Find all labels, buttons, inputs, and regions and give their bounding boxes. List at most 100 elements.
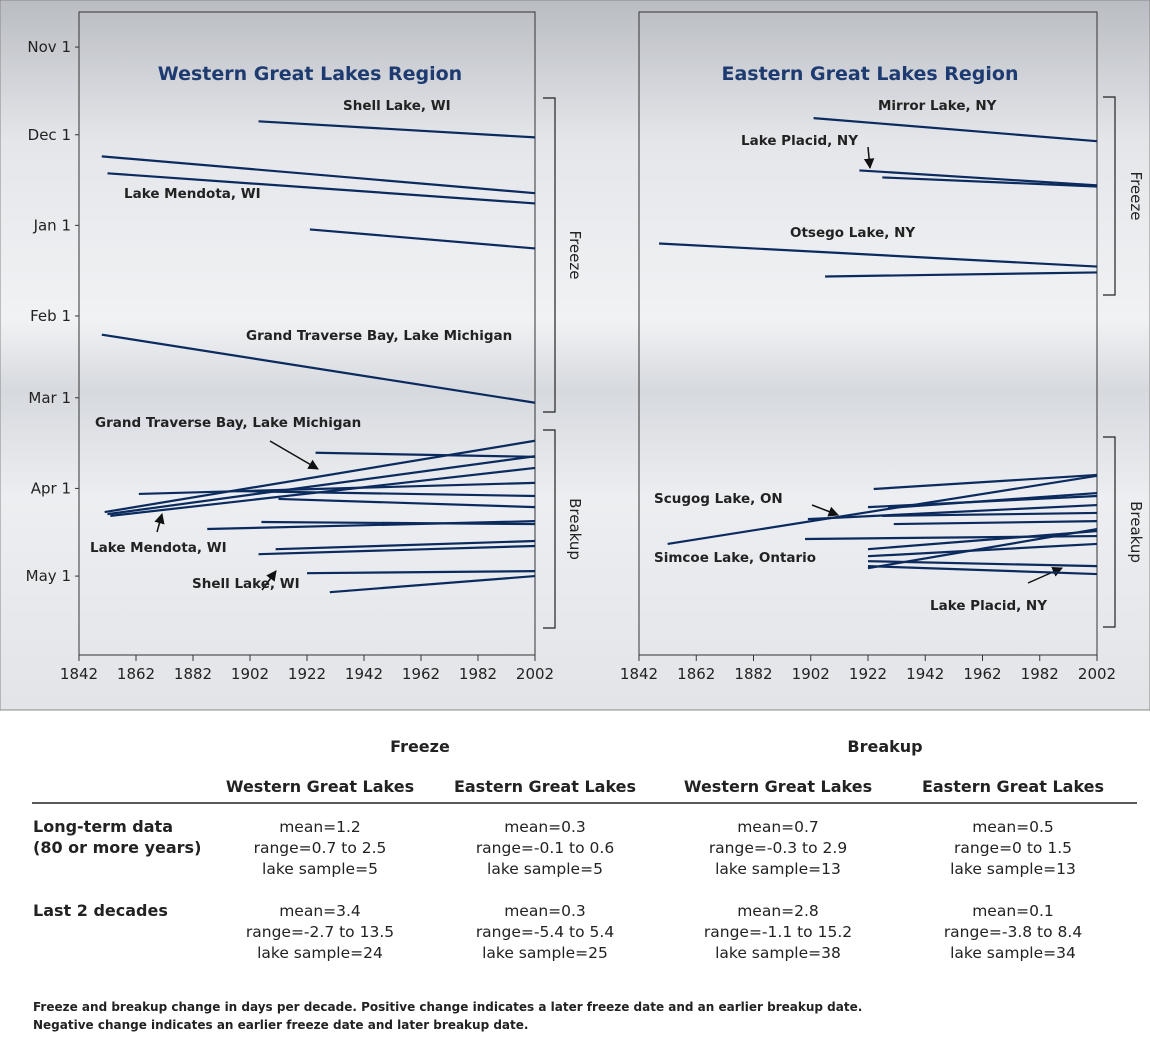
- bracket: [1103, 96, 1116, 296]
- x-tick-label: 1862: [117, 665, 155, 683]
- brackets: [543, 96, 1116, 629]
- x-tick-label: 1842: [620, 665, 658, 683]
- annotation: Grand Traverse Bay, Lake Michigan: [95, 415, 361, 431]
- trend-line: [882, 176, 1098, 188]
- trend-line: [813, 116, 1098, 143]
- table-cell: mean=0.3: [504, 818, 586, 836]
- table-cell: mean=0.1: [972, 902, 1054, 920]
- bracket: [543, 97, 556, 413]
- trend-line: [235, 489, 536, 498]
- x-tick-label: 2002: [1078, 665, 1116, 683]
- trend-line: [306, 570, 536, 575]
- x-tick-label: 1962: [402, 665, 440, 683]
- table-cell: range=-0.3 to 2.9: [709, 839, 847, 857]
- x-tick-label: 1942: [906, 665, 944, 683]
- trend-line: [107, 172, 536, 205]
- table-cell: lake sample=5: [487, 860, 603, 878]
- trend-line: [258, 120, 536, 139]
- y-tick-label: Apr 1: [31, 479, 71, 497]
- row-label: Last 2 decades: [33, 901, 168, 920]
- x-tick-label: 2002: [516, 665, 554, 683]
- arrow: [1027, 567, 1063, 584]
- table-cell: mean=1.2: [279, 818, 361, 836]
- y-tick-label: May 1: [26, 567, 71, 585]
- trend-line: [867, 529, 1098, 551]
- footnote: Freeze and breakup change in days per de…: [33, 1000, 862, 1014]
- annotation: Scugog Lake, ON: [654, 491, 783, 507]
- table-cell: lake sample=38: [715, 944, 841, 962]
- row-label: (80 or more years): [33, 838, 201, 857]
- annotation: Lake Mendota, WI: [124, 186, 261, 202]
- bracket: [543, 429, 556, 629]
- annotation: Otsego Lake, NY: [790, 225, 915, 241]
- trend-line: [138, 481, 536, 496]
- table-cell: mean=0.5: [972, 818, 1054, 836]
- annotation: Shell Lake, WI: [343, 98, 451, 114]
- trend-line: [275, 539, 536, 551]
- trend-line: [859, 169, 1098, 187]
- trend-line: [309, 228, 536, 250]
- table-cell: range=0.7 to 2.5: [254, 839, 387, 857]
- x-tick-label: 1902: [792, 665, 830, 683]
- trend-line: [867, 494, 1098, 509]
- table-column: Western Great Lakes: [684, 777, 872, 796]
- trend-line: [867, 542, 1098, 558]
- table-column: Eastern Great Lakes: [454, 777, 636, 796]
- table-cell: range=-2.7 to 13.5: [246, 923, 394, 941]
- table-cell: range=-5.4 to 5.4: [476, 923, 614, 941]
- table-cell: mean=0.7: [737, 818, 819, 836]
- bracket-label: Breakup: [1127, 501, 1145, 563]
- x-tick-label: 1962: [963, 665, 1001, 683]
- chart-title: Eastern Great Lakes Region: [721, 63, 1018, 85]
- x-tick-label: 1882: [734, 665, 772, 683]
- x-tick-label: 1862: [677, 665, 715, 683]
- arrow: [863, 146, 875, 170]
- annotation: Mirror Lake, NY: [878, 98, 997, 114]
- table-cell: range=-3.8 to 8.4: [944, 923, 1082, 941]
- annotation: Shell Lake, WI: [192, 576, 300, 592]
- table-column: Eastern Great Lakes: [922, 777, 1104, 796]
- trend-line: [104, 439, 536, 514]
- table-cell: range=-0.1 to 0.6: [476, 839, 614, 857]
- bracket-label: Breakup: [566, 498, 584, 560]
- bracket: [1103, 436, 1116, 628]
- arrow: [261, 570, 277, 591]
- photo-background: [0, 0, 1150, 711]
- y-tick-label: Jan 1: [33, 216, 71, 234]
- table-cell: lake sample=13: [950, 860, 1076, 878]
- y-tick-label: Dec 1: [28, 126, 71, 144]
- footnote: Negative change indicates an earlier fre…: [33, 1018, 528, 1032]
- bracket-label: Freeze: [566, 231, 584, 280]
- x-tick-label: 1902: [231, 665, 269, 683]
- y-tick-label: Nov 1: [27, 38, 71, 56]
- trend-line: [315, 451, 536, 458]
- trend-line: [893, 520, 1098, 526]
- trend-line: [807, 503, 1098, 521]
- table-cell: range=0 to 1.5: [954, 839, 1072, 857]
- table-cell: lake sample=13: [715, 860, 841, 878]
- y-tick-label: Mar 1: [28, 389, 71, 407]
- x-tick-label: 1942: [345, 665, 383, 683]
- table-group: Breakup: [847, 737, 922, 756]
- annotation: Lake Mendota, WI: [90, 540, 227, 556]
- bracket-label: Freeze: [1127, 172, 1145, 221]
- table-cell: range=-1.1 to 15.2: [704, 923, 852, 941]
- trend-line: [825, 271, 1098, 278]
- y-tick-label: Feb 1: [30, 307, 71, 325]
- table-group: Freeze: [390, 737, 450, 756]
- table-column: Western Great Lakes: [226, 777, 414, 796]
- arrow: [811, 504, 839, 517]
- trend-line: [867, 565, 1098, 576]
- x-tick-label: 1882: [174, 665, 212, 683]
- arrow: [269, 440, 319, 470]
- x-tick-label: 1922: [288, 665, 326, 683]
- trend-line: [278, 497, 536, 509]
- trend-line: [261, 520, 536, 526]
- table-cell: mean=3.4: [279, 902, 361, 920]
- trend-line: [873, 473, 1098, 491]
- chart-title: Western Great Lakes Region: [158, 63, 462, 85]
- table-cell: lake sample=34: [950, 944, 1076, 962]
- trend-line: [107, 455, 536, 516]
- annotation: Grand Traverse Bay, Lake Michigan: [246, 328, 512, 344]
